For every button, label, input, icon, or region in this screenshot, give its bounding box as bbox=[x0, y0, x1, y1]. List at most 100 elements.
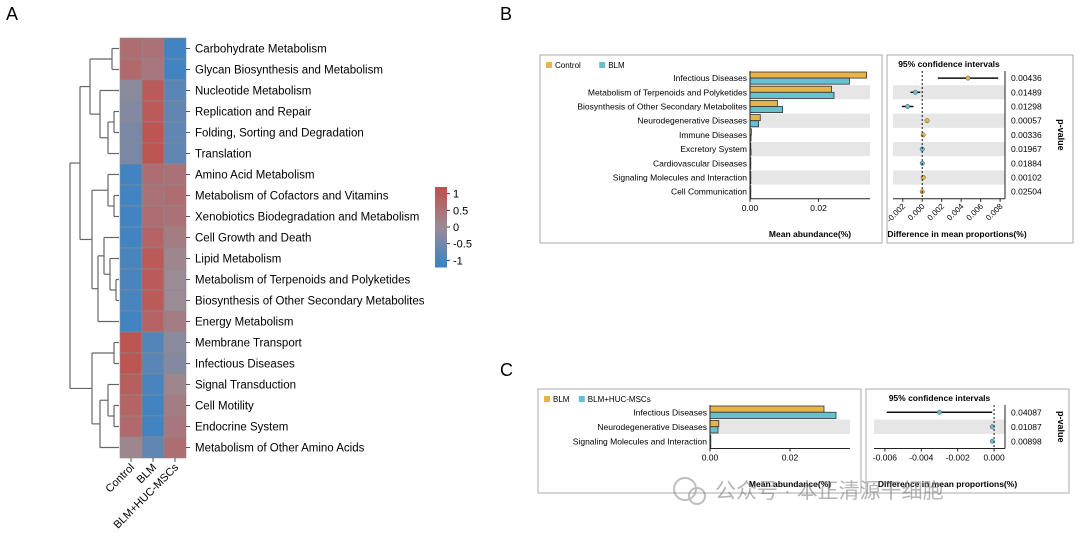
ci-x-axis-title: Difference in mean proportions(%) bbox=[878, 479, 1017, 489]
heatmap-cell bbox=[141, 415, 165, 438]
mean-abundance-bar bbox=[709, 405, 825, 413]
heatmap-column-label: Control bbox=[104, 462, 138, 496]
legend-gradient-step bbox=[435, 261, 447, 264]
ci-point bbox=[920, 132, 926, 138]
heatmap-cell bbox=[141, 289, 165, 312]
legend-gradient-step bbox=[435, 259, 447, 262]
heatmap-row-label: Metabolism of Cofactors and Vitamins bbox=[195, 191, 389, 203]
p-value-label: 0.00102 bbox=[1011, 173, 1042, 183]
heatmap-row-label: Xenobiotics Biodegradation and Metabolis… bbox=[195, 212, 419, 224]
legend-gradient-step bbox=[435, 209, 447, 212]
ci-point bbox=[965, 75, 971, 81]
watermark: 公众号 · 本正清源干细胞 bbox=[673, 477, 944, 505]
heatmap-cell bbox=[141, 205, 165, 228]
legend-gradient-step bbox=[435, 243, 447, 246]
heatmap-cell bbox=[119, 373, 143, 396]
heatmap-cell bbox=[141, 142, 165, 165]
legend-gradient-step bbox=[435, 225, 447, 228]
panel-label-b: B bbox=[500, 4, 512, 24]
legend-gradient-step bbox=[435, 233, 447, 236]
legend-gradient-step bbox=[435, 239, 447, 242]
panel-label-c: C bbox=[500, 360, 513, 380]
legend-gradient-step bbox=[435, 227, 447, 230]
legend-tick-label: -0.5 bbox=[453, 239, 472, 251]
p-value-label: 0.01298 bbox=[1011, 102, 1042, 112]
heatmap-cell bbox=[163, 436, 187, 459]
heatmap-row-label: Folding, Sorting and Degradation bbox=[195, 128, 364, 140]
p-value-label: 0.01087 bbox=[1011, 422, 1042, 432]
category-label: Neurodegenerative Diseases bbox=[637, 116, 747, 126]
heatmap-cell bbox=[119, 268, 143, 291]
p-value-label: 0.01489 bbox=[1011, 87, 1042, 97]
heatmap-panel-a: Carbohydrate Metabolism Glycan Biosynthes… bbox=[69, 37, 472, 531]
heatmap-cell bbox=[163, 289, 187, 312]
panel-label-a: A bbox=[6, 4, 18, 24]
heatmap-cell bbox=[141, 394, 165, 417]
heatmap-cell bbox=[119, 289, 143, 312]
heatmap-cell bbox=[141, 247, 165, 270]
heatmap-row-label: Metabolism of Terpenoids and Polyketides bbox=[195, 275, 410, 287]
category-label: Metabolism of Terpenoids and Polyketides bbox=[588, 87, 747, 97]
ci-panel-frame bbox=[865, 388, 1070, 494]
heatmap-cell bbox=[119, 100, 143, 123]
row-stripe bbox=[893, 170, 1005, 185]
heatmap-cell bbox=[119, 415, 143, 438]
legend-gradient-step bbox=[435, 207, 447, 210]
mean-abundance-bar bbox=[749, 100, 778, 107]
heatmap-cell bbox=[141, 373, 165, 396]
x-tick-label: 0.02 bbox=[782, 453, 799, 463]
heatmap-row-label: Metabolism of Other Amino Acids bbox=[195, 443, 365, 455]
p-value-label: 0.00336 bbox=[1011, 130, 1042, 140]
heatmap-row-label: Membrane Transport bbox=[195, 338, 303, 350]
heatmap-cell bbox=[141, 37, 165, 60]
heatmap-cell bbox=[141, 331, 165, 354]
legend-swatch bbox=[546, 62, 552, 68]
p-value-axis-title: p-value bbox=[1056, 119, 1066, 151]
legend-gradient-step bbox=[435, 193, 447, 196]
category-label: Cardiovascular Diseases bbox=[653, 158, 747, 168]
heatmap-cell bbox=[163, 121, 187, 144]
legend-label: BLM bbox=[608, 61, 625, 70]
x-axis-title: Mean abundance(%) bbox=[749, 479, 831, 489]
legend-label: Control bbox=[555, 61, 581, 70]
heatmap-cell bbox=[119, 352, 143, 375]
heatmap-cell bbox=[163, 247, 187, 270]
heatmap-cell bbox=[163, 37, 187, 60]
legend-gradient-step bbox=[435, 197, 447, 200]
ci-x-tick-label: -0.004 bbox=[909, 453, 933, 463]
heatmap-cell bbox=[119, 37, 143, 60]
category-label: Signaling Molecules and Interaction bbox=[573, 436, 707, 446]
legend-gradient-step bbox=[435, 217, 447, 220]
heatmap-color-legend: 1 0.5 0 -0.5 -1 bbox=[435, 187, 472, 268]
legend-tick-label: 0 bbox=[453, 222, 459, 234]
ci-title: 95% confidence intervals bbox=[889, 393, 991, 403]
category-label: Cell Communication bbox=[671, 187, 747, 197]
ci-x-axis-title: Difference in mean proportions(%) bbox=[887, 229, 1026, 239]
row-stripe bbox=[710, 419, 850, 434]
legend-gradient-step bbox=[435, 215, 447, 218]
legend-gradient-step bbox=[435, 241, 447, 244]
p-value-label: 0.00898 bbox=[1011, 436, 1042, 446]
heatmap-row-label: Amino Acid Metabolism bbox=[195, 170, 315, 182]
p-value-axis-title: p-value bbox=[1056, 411, 1066, 443]
legend-gradient-step bbox=[435, 189, 447, 192]
legend-gradient-step bbox=[435, 229, 447, 232]
mean-abundance-bar bbox=[749, 77, 850, 85]
legend-gradient-step bbox=[435, 247, 447, 250]
legend-gradient-step bbox=[435, 245, 447, 248]
heatmap-row-label: Cell Growth and Death bbox=[195, 233, 311, 245]
category-label: Infectious Diseases bbox=[673, 73, 747, 83]
legend-tick-label: 0.5 bbox=[453, 205, 468, 217]
ci-point bbox=[937, 409, 942, 415]
heatmap-row-labels: Carbohydrate Metabolism Glycan Biosynthes… bbox=[186, 44, 425, 455]
row-stripe bbox=[893, 142, 1005, 157]
ci-point bbox=[920, 175, 926, 180]
heatmap-row-label: Infectious Diseases bbox=[195, 359, 295, 371]
mean-abundance-bar bbox=[749, 91, 835, 99]
heatmap-row-label: Signal Transduction bbox=[195, 380, 296, 392]
heatmap-cell bbox=[119, 436, 143, 459]
heatmap-cell bbox=[141, 184, 165, 207]
heatmap-cell bbox=[141, 121, 165, 144]
